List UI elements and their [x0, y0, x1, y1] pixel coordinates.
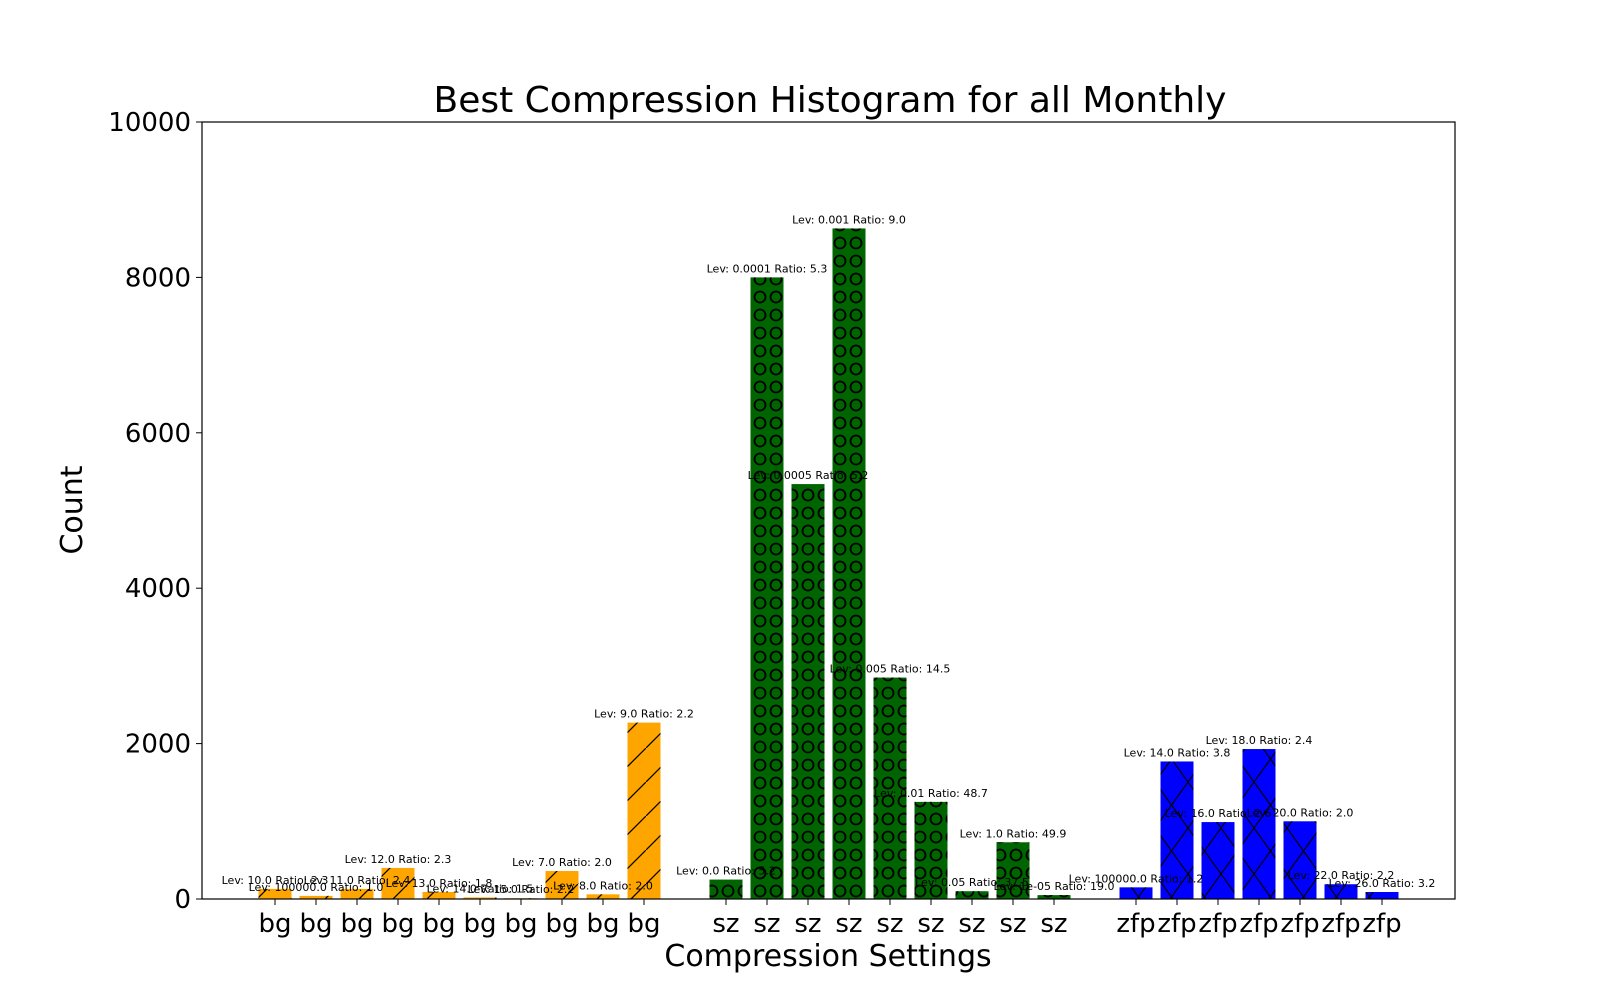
x-tick-label: bg	[381, 909, 414, 939]
x-tick-label: sz	[917, 909, 944, 939]
bg-bar-hatch	[422, 892, 456, 899]
bg-bar-hatch	[258, 888, 292, 899]
bar-value-label: Lev: 0.05 Ratio: 37.5	[915, 876, 1029, 889]
sz-bar-hatch	[996, 842, 1030, 899]
y-axis: 0 2000 4000 6000 8000 10000	[108, 108, 202, 915]
x-tick-label: bg	[504, 909, 537, 939]
bg-bar-hatch	[381, 867, 415, 899]
bar-value-label: Lev: 11.0 Ratio: 2.4	[304, 874, 411, 887]
x-tick-label: zfp	[1321, 909, 1360, 939]
sz-bar-hatch	[955, 891, 989, 899]
chart-title: Best Compression Histogram for all Month…	[434, 80, 1227, 121]
x-tick-label: sz	[753, 909, 780, 939]
bg-bar-hatch	[340, 888, 374, 899]
x-axis-label: Compression Settings	[664, 939, 991, 974]
x-tick-label: sz	[876, 909, 903, 939]
x-tick-label: bg	[627, 909, 660, 939]
zfp-bar-hatch	[1201, 822, 1235, 899]
bar-value-label: Lev: 16.0 Ratio: 2.6	[1165, 807, 1272, 820]
x-tick-label: zfp	[1157, 909, 1196, 939]
x-tick-label: bg	[586, 909, 619, 939]
zfp-bar-hatch	[1324, 884, 1358, 899]
sz-bar-hatch	[873, 677, 907, 899]
y-tick-label: 0	[174, 885, 191, 915]
x-tick-label: sz	[835, 909, 862, 939]
zfp-bar-hatch	[1365, 892, 1399, 899]
bg-bar-hatch	[299, 895, 333, 899]
x-tick-label: zfp	[1362, 909, 1401, 939]
plot-area-frame	[201, 121, 1456, 900]
y-tick-label: 10000	[108, 108, 191, 138]
x-tick-label: bg	[258, 909, 291, 939]
sz-bar-hatch	[914, 801, 948, 899]
x-tick-label: zfp	[1198, 909, 1237, 939]
x-tick-label: sz	[1040, 909, 1067, 939]
bg-bar-hatch	[586, 894, 620, 899]
y-tick-label: 8000	[125, 263, 191, 293]
bar-value-label: Lev: 0.0001 Ratio: 5.3	[707, 262, 828, 275]
bar-value-label: Lev: 14.0 Ratio: 3.8	[1124, 746, 1231, 759]
bar-value-label: Lev: 100000.0 Ratio: 1.2	[1069, 872, 1204, 885]
bar-value-label: Lev: 0.01 Ratio: 48.7	[874, 787, 988, 800]
x-tick-label: sz	[794, 909, 821, 939]
x-tick-label: bg	[340, 909, 373, 939]
y-tick-label: 2000	[125, 730, 191, 760]
zfp-bar-hatch	[1160, 761, 1194, 899]
x-tick-label: sz	[999, 909, 1026, 939]
x-tick-label: bg	[463, 909, 496, 939]
sz-bar-hatch	[832, 228, 866, 900]
y-tick-label: 6000	[125, 419, 191, 449]
bar-value-label: Lev: 100000.0 Ratio: 1.0	[249, 881, 384, 894]
x-tick-label: sz	[712, 909, 739, 939]
bg-bar-hatch	[463, 897, 497, 899]
bar-value-label: Lev: 22.0 Ratio: 2.2	[1288, 869, 1395, 882]
bar-value-label: Lev: 1.0 Ratio: 49.9	[960, 827, 1067, 840]
zfp-bar-hatch	[1242, 749, 1276, 899]
sz-bar-hatch	[709, 879, 743, 899]
sz-bar-hatch	[1037, 895, 1071, 899]
x-tick-label: zfp	[1239, 909, 1278, 939]
x-tick-label: zfp	[1116, 909, 1155, 939]
bar-value-label: Lev: 0.0005 Ratio: 5.2	[748, 469, 869, 482]
bar-value-label: Lev: 10.0 Ratio: 2.3	[222, 874, 329, 887]
sz-bar-hatch	[791, 484, 825, 899]
bg-bar-hatch	[545, 871, 579, 899]
bars-layer	[258, 228, 1399, 900]
bar-value-label: Lev: 0.001 Ratio: 9.0	[792, 213, 906, 226]
x-tick-label: sz	[958, 909, 985, 939]
bar-value-label: Lev: 15.0 Ratio: 2.2	[468, 883, 575, 896]
x-tick-label: bg	[545, 909, 578, 939]
bar-value-label: Lev: 14.0 Ratio: 1.5	[427, 882, 534, 895]
x-tick-label: bg	[422, 909, 455, 939]
bar-value-label: Lev: 0.005 Ratio: 14.5	[830, 663, 951, 676]
bar-value-label: Lev: 20.0 Ratio: 2.0	[1247, 806, 1354, 819]
bar-value-label: Lev: 9.0 Ratio: 2.2	[594, 708, 694, 721]
bar-value-label: Lev: 13.0 Ratio: 1.8	[386, 877, 493, 890]
bar-value-label: Lev: 18.0 Ratio: 2.4	[1206, 734, 1313, 747]
y-axis-label: Count	[55, 465, 90, 554]
bar-value-label: Lev: 26.0 Ratio: 3.2	[1329, 877, 1436, 890]
zfp-bar-hatch	[1283, 821, 1317, 899]
bar-value-label: Lev: 1e-05 Ratio: 19.0	[994, 880, 1115, 893]
bar-value-label: Lev: 12.0 Ratio: 2.3	[345, 853, 452, 866]
bg-bar-hatch	[627, 722, 661, 899]
bar-value-label: Lev: 0.0 Ratio: 5.2	[676, 865, 776, 878]
x-tick-label: zfp	[1280, 909, 1319, 939]
y-tick-label: 4000	[125, 574, 191, 604]
x-tick-label: bg	[299, 909, 332, 939]
bar-value-label: Lev: 7.0 Ratio: 2.0	[512, 856, 612, 869]
sz-bar-hatch	[750, 277, 784, 899]
zfp-bar-hatch	[1119, 887, 1153, 899]
x-axis: bg bg bg bg bg bg bg bg bg bg sz sz sz sz sz sz sz sz sz zf…	[258, 899, 1402, 939]
bar-value-label: Lev: 8.0 Ratio: 2.0	[553, 879, 653, 892]
